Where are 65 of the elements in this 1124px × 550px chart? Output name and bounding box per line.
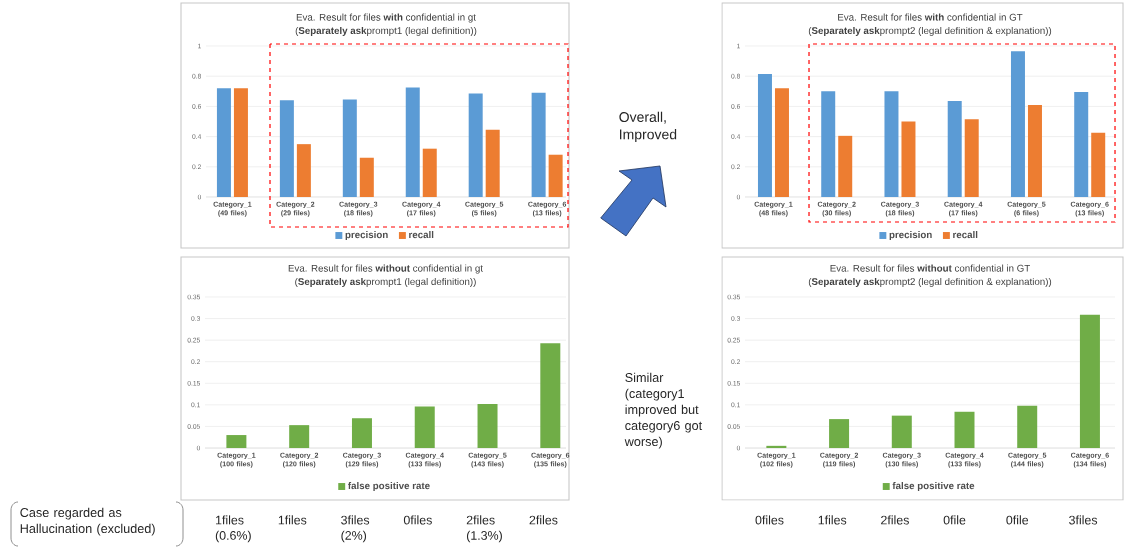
- chart-subtitle: (Separately askprompt2 (legal definition & explanation)): [808, 277, 1052, 287]
- text: 0file: [1006, 515, 1029, 525]
- text: Overall, Improved: [619, 111, 677, 143]
- text: 1files: [278, 515, 307, 525]
- bar: [422, 148, 437, 197]
- chart-title: Eva. Result for files without confidential in gt: [288, 264, 483, 274]
- text: 0files: [755, 515, 784, 525]
- bar: [838, 135, 853, 197]
- legend-label: recall: [953, 230, 978, 239]
- bar: [468, 93, 483, 197]
- bar: [405, 87, 420, 197]
- bar: [954, 411, 975, 448]
- bar: [766, 445, 787, 448]
- chart-title: Eva. Result for files without confidential in GT: [830, 264, 1030, 272]
- chart-subtitle: (Separately askprompt1 (legal definition)): [295, 277, 476, 287]
- text: 3files: [1069, 515, 1098, 525]
- bar: [1027, 104, 1042, 197]
- legend-label: precision: [889, 230, 932, 241]
- legend-label: false positive rate: [348, 481, 430, 492]
- bar: [216, 88, 231, 197]
- bar: [1091, 132, 1106, 197]
- bar: [485, 129, 500, 197]
- bar: [226, 435, 247, 448]
- chart-subtitle: (Separately askprompt2 (legal definition & explanation)): [808, 26, 1052, 36]
- bar: [774, 88, 789, 197]
- bar: [414, 406, 435, 448]
- bar: [477, 403, 498, 448]
- bar: [1010, 51, 1025, 197]
- bar: [548, 154, 563, 197]
- bar: [540, 343, 561, 448]
- text: 0file: [943, 515, 966, 525]
- text: 0files: [403, 515, 432, 525]
- bar: [947, 101, 962, 197]
- bar: [279, 100, 294, 197]
- bar: [1017, 405, 1038, 448]
- text: Similar (category1 improved but category6 got worse): [624, 372, 703, 449]
- bar: [891, 415, 912, 448]
- legend-label: precision: [345, 230, 388, 241]
- bar: [233, 88, 248, 197]
- bar: [531, 92, 546, 197]
- text: 2files: [881, 515, 909, 525]
- bar: [1074, 92, 1089, 197]
- bar: [964, 119, 979, 197]
- bar: [821, 91, 836, 197]
- legend-label: recall: [409, 230, 434, 239]
- bar: [884, 91, 899, 197]
- bar: [296, 144, 311, 197]
- bar: [901, 121, 916, 197]
- text: 3files (2%): [341, 515, 370, 543]
- bar: [359, 157, 374, 197]
- bar: [342, 99, 357, 197]
- text: 2files: [529, 515, 558, 525]
- bar: [829, 419, 850, 448]
- text: Case regarded as Hallucination (excluded): [20, 507, 155, 536]
- bar: [757, 73, 772, 197]
- legend-label: false positive rate: [892, 481, 975, 492]
- chart-subtitle: (Separately askprompt1 (legal definition)): [295, 26, 477, 36]
- chart-title: Eva. Result for files with confidential in gt: [296, 13, 476, 23]
- bar: [289, 425, 310, 448]
- bar: [1079, 314, 1100, 448]
- chart-title: Eva. Result for files with confidential in GT: [838, 13, 1023, 21]
- text: 1files: [818, 515, 847, 525]
- text: 2files (1.3%): [466, 515, 502, 543]
- text: 1files (0.6%): [215, 515, 251, 543]
- bar: [351, 418, 372, 448]
